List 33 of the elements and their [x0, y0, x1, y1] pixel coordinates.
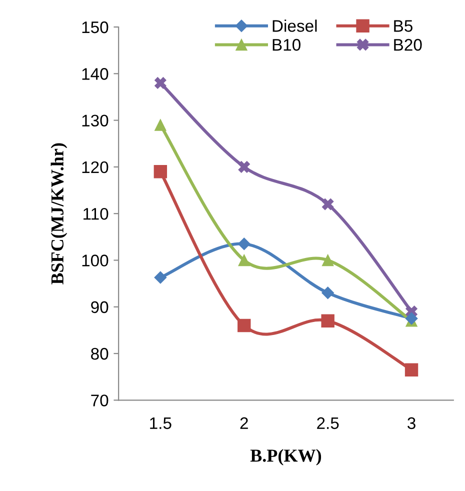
y-tick-label: 70 [91, 394, 108, 406]
y-tick-label: 120 [82, 161, 108, 174]
x-tick-label: 1.5 [150, 417, 172, 430]
x-tick-label: 3 [408, 417, 416, 430]
legend-label: B20 [394, 38, 422, 51]
y-tick-label: 80 [91, 348, 108, 360]
x-tick-label: 2 [240, 417, 248, 429]
point [154, 77, 166, 89]
x-tick-label: 2.5 [317, 417, 339, 430]
y-tick-label: 110 [84, 208, 108, 220]
y-tick-label: 130 [82, 114, 108, 126]
y-tick-label: 100 [82, 254, 108, 266]
point [154, 165, 168, 178]
y-tick-label: 90 [91, 301, 108, 314]
legend-label: B10 [272, 38, 300, 51]
y-tick-label: 140 [82, 68, 108, 80]
legend-label: B5 [394, 20, 412, 32]
point [238, 318, 251, 332]
point [238, 161, 250, 173]
point [404, 363, 418, 376]
point [405, 312, 418, 325]
point [238, 254, 250, 266]
y-tick-label: 150 [82, 21, 108, 34]
point [322, 286, 334, 300]
point [322, 198, 334, 210]
legend-label: Diesel [272, 20, 317, 32]
y-axis-title: BSFC(MJ/KW.hr) [50, 143, 68, 284]
x-axis-title: B.P(KW) [250, 449, 322, 466]
point [154, 119, 166, 131]
point [322, 254, 334, 266]
point [238, 238, 250, 250]
point [154, 271, 167, 284]
point [321, 314, 334, 328]
